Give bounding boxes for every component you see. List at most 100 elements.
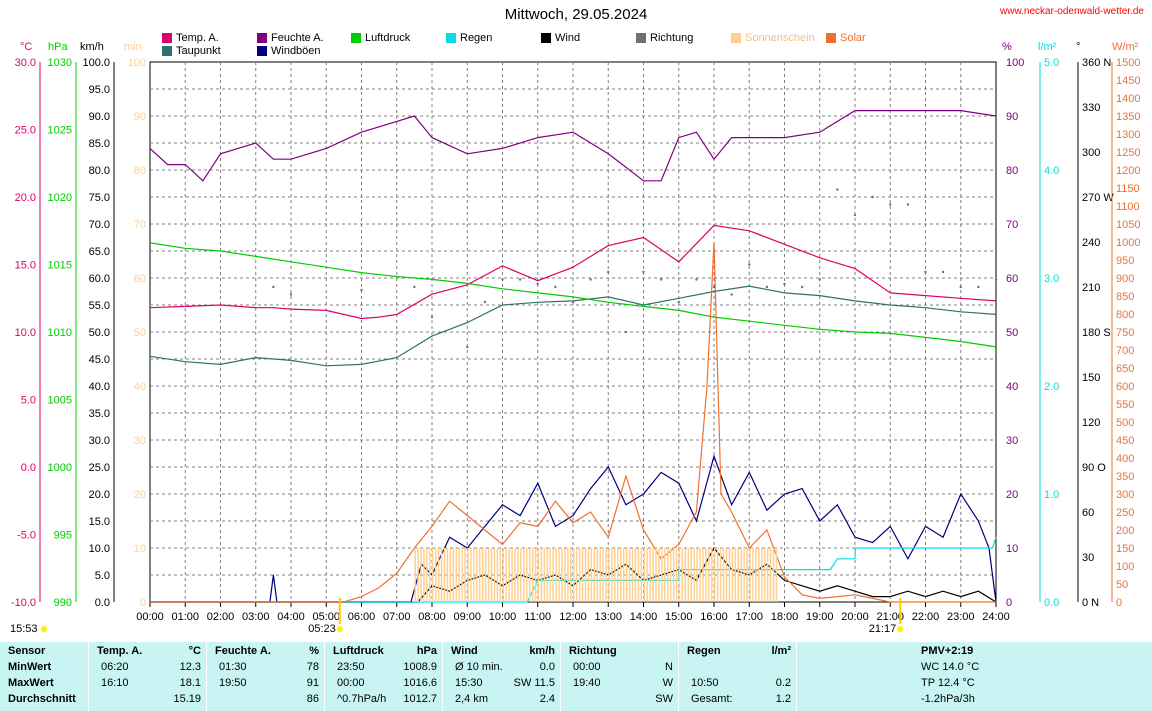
sunshine-bar [655, 548, 657, 602]
legend-label: Solar [840, 32, 866, 44]
sunshine-bar [731, 548, 734, 602]
sunshine-bar [531, 548, 534, 602]
pct-axis-tick-label: 90 [1006, 111, 1018, 123]
solar-axis-tick-label: 150 [1116, 543, 1134, 555]
regen-axis-tick-label: 3.0 [1044, 273, 1059, 285]
hpa-axis-tick-label: 990 [54, 597, 72, 609]
sunshine-bar [496, 548, 499, 602]
direction-point [589, 278, 592, 281]
stats-col-pmv: PMV+2:19 WC 14.0 °C TP 12.4 °C -1.2hPa/3h [796, 642, 1152, 711]
sunshine-bar [432, 548, 434, 602]
solar-axis-tick-label: 50 [1116, 579, 1128, 591]
stats-head-druck: Luftdruck [333, 645, 384, 657]
stats-time-regen: 10:50 [691, 677, 719, 689]
legend-swatch [541, 33, 551, 43]
legend-item: Luftdruck [351, 32, 410, 44]
solar-axis-tick-label: 1500 [1116, 57, 1140, 69]
direction-point [272, 285, 275, 289]
sunshine-bar [481, 548, 484, 602]
legend-swatch [731, 33, 741, 43]
solar-axis-tick-label: 950 [1116, 255, 1134, 267]
min-axis-tick-label: 90 [134, 111, 146, 123]
sunshine-bar [423, 548, 425, 602]
stats-head-pmv: PMV+2:19 [921, 645, 974, 657]
sunshine-bar [520, 548, 522, 602]
sunshine-bar [763, 548, 766, 602]
direction-point [413, 285, 416, 289]
pct-axis-tick-label: 30 [1006, 435, 1018, 447]
x-tick-label: 15:00 [665, 611, 693, 623]
x-tick-label: 18:00 [771, 611, 799, 623]
solar-axis-tick-label: 300 [1116, 489, 1134, 501]
site-link[interactable]: www.neckar-odenwald-wetter.de [1000, 6, 1144, 17]
solar-axis-tick-label: 1300 [1116, 129, 1140, 141]
unit-label-wm2: W/m² [1112, 41, 1139, 53]
sunshine-bar [714, 548, 716, 602]
legend-item: Sonnenschein [731, 32, 815, 44]
sunshine-bar [708, 548, 710, 602]
unit-label-hpa: hPa [48, 41, 68, 53]
solar-axis-tick-label: 200 [1116, 525, 1134, 537]
sunshine-bar [669, 548, 672, 602]
sunshine-bar [722, 548, 725, 602]
x-tick-label: 23:00 [947, 611, 975, 623]
sunset-time: 21:17 [869, 623, 897, 635]
stats-time-regen: Gesamt: [691, 693, 733, 705]
min-axis-tick-label: 40 [134, 381, 146, 393]
sunshine-bar [652, 548, 654, 602]
legend-swatch [826, 33, 836, 43]
temp-axis-tick-label: 5.0 [21, 395, 36, 407]
pct-axis-tick-label: 70 [1006, 219, 1018, 231]
solar-axis-tick-label: 1000 [1116, 237, 1140, 249]
sunshine-bar [523, 548, 525, 602]
stats-value-druck: 1008.9 [403, 661, 437, 673]
x-tick-label: 20:00 [841, 611, 869, 623]
sunshine-bar [608, 548, 610, 602]
stats-time-richtung: 00:00 [573, 661, 601, 673]
stats-row-avg: Durchschnitt [8, 693, 76, 705]
x-tick-label: 19:00 [806, 611, 834, 623]
dir-axis-tick-label: 330 [1082, 102, 1100, 114]
direction-point [360, 288, 363, 292]
temp-axis-tick-label: 0.0 [21, 462, 36, 474]
stats-col-temp: Temp. A. °C 06:20 16:10 12.3 18.1 15.19 [88, 642, 207, 711]
sunshine-bar [625, 548, 628, 602]
direction-point [712, 285, 716, 289]
solar-axis-tick-label: 900 [1116, 273, 1134, 285]
sunshine-bar [711, 548, 713, 602]
legend-swatch [257, 46, 267, 56]
stats-value-druck: 1012.7 [403, 693, 437, 705]
sunshine-bar [584, 548, 587, 602]
sunshine-bar [705, 548, 707, 602]
hpa-axis-tick-label: 1020 [48, 192, 72, 204]
direction-point [624, 330, 628, 334]
sunshine-bar [493, 548, 496, 602]
series-line-feuchte-a [149, 110, 997, 182]
legend-item: Taupunkt [162, 45, 221, 57]
solar-axis-tick-label: 350 [1116, 471, 1134, 483]
solar-axis-tick-label: 0 [1116, 597, 1122, 609]
solar-axis-tick-label: 650 [1116, 363, 1134, 375]
unit-label-deg: ° [1076, 41, 1080, 53]
kmh-axis-tick-label: 80.0 [89, 165, 110, 177]
x-tick-label: 17:00 [735, 611, 763, 623]
sunshine-bar [455, 548, 457, 602]
sunshine-bar [602, 548, 604, 602]
legend-label: Sonnenschein [745, 32, 815, 44]
direction-point [607, 270, 610, 274]
kmh-axis-tick-label: 5.0 [95, 570, 110, 582]
sunshine-bar [578, 548, 581, 602]
stats-row-min: MinWert [8, 661, 52, 673]
regen-axis-tick-label: 1.0 [1044, 489, 1059, 501]
series-line-luftdruck [149, 242, 997, 348]
sunshine-bar [479, 548, 481, 602]
stats-value-regen: 1.2 [775, 693, 791, 705]
direction-point [959, 285, 962, 289]
series-line-windböen [150, 454, 997, 603]
sunshine-bar [540, 548, 543, 602]
sunshine-bar [634, 548, 637, 602]
temp-axis-tick-label: -5.0 [17, 530, 36, 542]
direction-point [659, 278, 663, 281]
direction-point [289, 293, 293, 296]
series-line-regen [150, 537, 997, 603]
